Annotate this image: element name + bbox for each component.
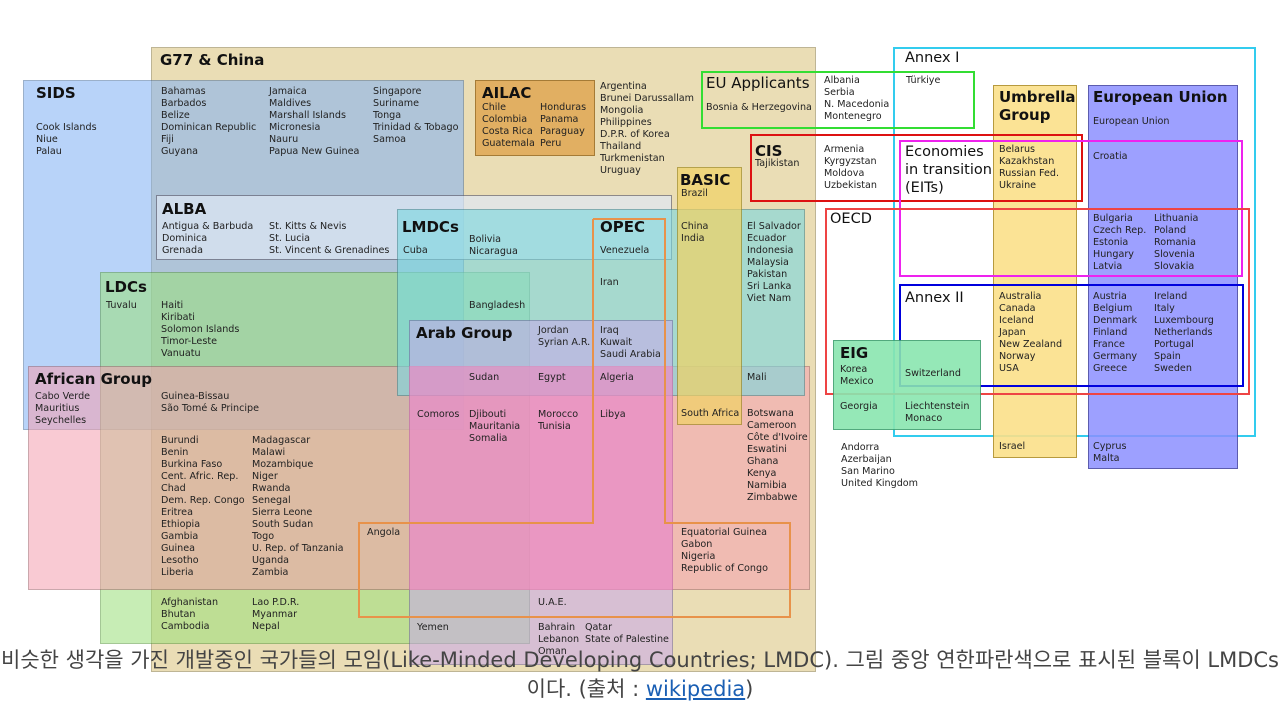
lmdcs-misc-countries: El Salvador Ecuador Indonesia Malaysia P… — [747, 221, 801, 304]
turkiye-country: Türkiye — [906, 75, 941, 86]
g77-sids-countries-2: Jamaica Maldives Marshall Islands Micron… — [269, 86, 360, 157]
eig-box — [833, 340, 981, 430]
african-ldcs-countries-1: Burundi Benin Burkina Faso Cent. Afric. … — [161, 435, 245, 578]
caption-tail: ) — [745, 677, 754, 701]
ldcs-label: LDCs — [105, 278, 147, 296]
eu-only-country: European Union — [1093, 116, 1170, 127]
eu-applicants-countries-2: Albania Serbia N. Macedonia Montenegro — [824, 75, 890, 122]
arab-african-opec-lmdcs-countries: Algeria — [600, 372, 634, 383]
umbrella-box — [993, 85, 1077, 458]
opec-label: OPEC — [600, 218, 645, 236]
annex2-label: Annex II — [905, 290, 964, 306]
cis-misc-countries: Armenia Kyrgyzstan Moldova Uzbekistan — [824, 144, 877, 191]
opec-alba-countries: Venezuela — [600, 245, 650, 256]
basic-box — [677, 167, 742, 425]
african-opec-countries: Equatorial Guinea Gabon Nigeria Republic… — [681, 527, 768, 574]
alba-label: ALBA — [162, 200, 207, 218]
ldcs-lmdcs-countries: Bangladesh — [469, 300, 526, 311]
wikipedia-link[interactable]: wikipedia — [645, 677, 746, 701]
african-label: African Group — [35, 370, 153, 388]
oecd-box — [825, 208, 1250, 395]
ailac-box — [475, 80, 595, 156]
israel-country: Israel — [999, 441, 1026, 452]
south-africa-country: South Africa — [681, 408, 740, 419]
uae-country: U.A.E. — [538, 597, 567, 608]
alba-countries-2: St. Kitts & Nevis St. Lucia St. Vincent … — [269, 221, 390, 256]
eu-applicants-label: EU Applicants — [706, 74, 810, 92]
annex2-box — [899, 284, 1244, 387]
umbrella-label: Umbrella Group — [999, 88, 1076, 124]
eits-label: Economies in transition (EITs) — [905, 144, 992, 196]
oecd-label: OECD — [830, 211, 872, 227]
angola-country: Angola — [367, 527, 401, 538]
eu-label: European Union — [1093, 88, 1228, 106]
cis-only-countries: Tajikistan — [755, 158, 800, 169]
african-ldcs-countries-2: Madagascar Malawi Mozambique Niger Rwand… — [252, 435, 344, 578]
g77-sids-countries-1: Bahamas Barbados Belize Dominican Republ… — [161, 86, 257, 157]
sids-label: SIDS — [36, 84, 76, 102]
arab-countries-1: Bahrain Lebanon Oman — [538, 622, 580, 657]
sids-countries: Cook Islands Niue Palau — [36, 122, 97, 157]
eu-annex2-countries-1: Austria Belgium Denmark Finland France G… — [1093, 291, 1138, 374]
ailac-countries-1: Chile Colombia Costa Rica Guatemala — [482, 102, 535, 149]
eu-applicants-countries-1: Bosnia & Herzegovina — [706, 102, 812, 113]
eu-misc-countries: Cyprus Malta — [1093, 441, 1127, 464]
g77-sids-countries-3: Singapore Suriname Tonga Trinidad & Toba… — [373, 86, 459, 145]
opec-lmdcs-countries: Iran — [600, 277, 619, 288]
eig-annex2-country: Switzerland — [905, 368, 961, 379]
ldcs-countries-1: Afghanistan Bhutan Cambodia — [161, 597, 219, 632]
alba-countries-1: Antigua & Barbuda Dominica Grenada — [162, 221, 254, 256]
cis-eits-umbrella-countries: Belarus Kazakhstan Russian Fed. Ukraine — [999, 144, 1060, 191]
g77-misc-countries: Argentina Brunei Darussallam Mongolia Ph… — [600, 81, 695, 176]
basic-countries: Brazil — [681, 188, 708, 199]
eig-only-country: Georgia — [840, 401, 878, 412]
arab-countries-2: Qatar State of Palestine — [585, 622, 669, 645]
comoros-country: Comoros — [417, 409, 460, 420]
basic-label: BASIC — [680, 171, 731, 189]
cis-box — [750, 134, 1083, 202]
cis-label: CIS — [755, 142, 783, 160]
arab-label: Arab Group — [416, 324, 513, 342]
arab-ldcs-lmdcs-countries: Sudan — [469, 372, 500, 383]
lmdcs-alba-countries: Bolivia Nicaragua — [469, 234, 518, 257]
arab-opec-lmdcs-countries: Iraq Kuwait Saudi Arabia — [600, 325, 661, 360]
ldcs-g77-sids-countries: Haiti Kiribati Solomon Islands Timor-Les… — [161, 300, 240, 359]
misc-europe-countries: Andorra Azerbaijan San Marino United Kin… — [841, 442, 919, 489]
umbrella-annex2-countries: Australia Canada Iceland Japan New Zeala… — [999, 291, 1063, 374]
arab-african-lmdcs-countries: Egypt — [538, 372, 566, 383]
arab-african-opec-countries: Libya — [600, 409, 626, 420]
eig-annex1-countries: Liechtenstein Monaco — [905, 401, 970, 424]
ldcs-countries-2: Lao P.D.R. Myanmar Nepal — [252, 597, 300, 632]
arab-box — [409, 320, 673, 665]
ldcs-sids-countries: Tuvalu — [106, 300, 137, 311]
african-g77-countries: Botswana Cameroon Côte d'Ivoire Eswatini… — [747, 408, 808, 503]
croatia-country: Croatia — [1093, 151, 1128, 162]
caption-text: 비슷한 생각을 가진 개발중인 국가들의 모임(Like-Minded Deve… — [1, 648, 1279, 701]
eig-oecd-countries: Korea Mexico — [840, 364, 874, 387]
ailac-countries-2: Honduras Panama Paraguay Peru — [540, 102, 587, 149]
basic-lmdcs-countries: China India — [681, 221, 709, 244]
eu-annex2-countries-2: Ireland Italy Luxembourg Netherlands Por… — [1154, 291, 1214, 374]
arab-lmdcs-countries: Jordan Syrian A.R. — [538, 325, 591, 348]
lmdcs-sids-countries: Cuba — [403, 245, 428, 256]
arab-african-overlap — [409, 366, 673, 590]
lmdcs-label: LMDCs — [402, 218, 459, 236]
g77-label: G77 & China — [160, 51, 265, 69]
arab-african-ldcs-countries: Djibouti Mauritania Somalia — [469, 409, 521, 444]
eig-label: EIG — [840, 344, 869, 362]
caption: 비슷한 생각을 가진 개발중인 국가들의 모임(Like-Minded Deve… — [0, 646, 1280, 704]
african-ldcs-sids-countries: Guinea-Bissau São Tomé & Principe — [161, 391, 260, 414]
annex1-label: Annex I — [905, 50, 960, 66]
arab-african-countries: Morocco Tunisia — [538, 409, 579, 432]
ailac-label: AILAC — [482, 84, 532, 102]
eu-applicants-box — [701, 71, 975, 129]
yemen-country: Yemen — [417, 622, 449, 633]
eu-eits-countries-1: Bulgaria Czech Rep. Estonia Hungary Latv… — [1093, 213, 1147, 272]
eu-box — [1088, 85, 1238, 469]
african-sids-countries: Cabo Verde Mauritius Seychelles — [35, 391, 91, 426]
african-ldcs-lmdcs-countries: Mali — [747, 372, 767, 383]
eu-eits-countries-2: Lithuania Poland Romania Slovenia Slovak… — [1154, 213, 1199, 272]
